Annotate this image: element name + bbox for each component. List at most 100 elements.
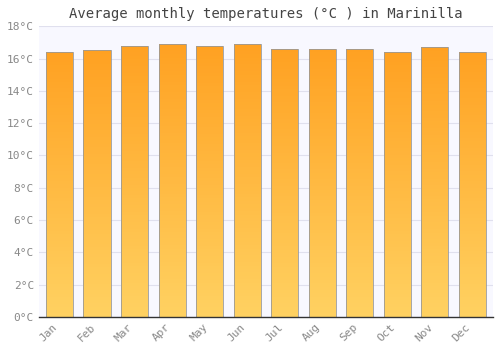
Bar	[384, 118, 411, 121]
Bar	[422, 132, 448, 135]
Bar	[158, 252, 186, 256]
Bar	[46, 151, 73, 155]
Bar	[271, 126, 298, 129]
Bar	[384, 244, 411, 247]
Bar	[234, 208, 260, 211]
Bar	[459, 145, 486, 148]
Bar	[459, 132, 486, 135]
Bar	[346, 310, 374, 314]
Bar	[308, 92, 336, 96]
Bar	[196, 124, 223, 127]
Bar	[346, 146, 374, 149]
Bar	[384, 78, 411, 82]
Bar	[271, 186, 298, 190]
Bar	[234, 191, 260, 194]
Bar	[384, 55, 411, 59]
Bar	[308, 163, 336, 166]
Bar	[84, 154, 110, 157]
Bar	[346, 257, 374, 260]
Bar	[422, 243, 448, 246]
Bar	[271, 237, 298, 240]
Bar	[46, 221, 73, 224]
Bar	[422, 47, 448, 51]
Bar	[384, 158, 411, 161]
Bar	[84, 50, 110, 317]
Bar	[384, 75, 411, 78]
Bar	[84, 70, 110, 74]
Bar	[121, 127, 148, 131]
Bar	[158, 156, 186, 160]
Bar	[121, 296, 148, 300]
Bar	[271, 129, 298, 133]
Bar	[234, 197, 260, 201]
Bar	[196, 154, 223, 158]
Bar	[346, 49, 374, 317]
Bar	[384, 59, 411, 62]
Bar	[422, 303, 448, 307]
Bar	[422, 169, 448, 172]
Bar	[422, 135, 448, 138]
Bar	[121, 215, 148, 218]
Bar	[346, 92, 374, 96]
Bar	[46, 55, 73, 59]
Bar	[234, 88, 260, 92]
Bar	[46, 52, 73, 317]
Bar	[384, 231, 411, 234]
Bar	[422, 91, 448, 94]
Bar	[308, 276, 336, 280]
Bar	[196, 300, 223, 303]
Bar	[196, 246, 223, 249]
Bar	[271, 76, 298, 79]
Bar	[46, 115, 73, 118]
Bar	[158, 300, 186, 303]
Bar	[46, 128, 73, 132]
Bar	[158, 68, 186, 71]
Bar	[308, 283, 336, 287]
Bar	[196, 76, 223, 79]
Bar	[84, 84, 110, 87]
Bar	[121, 184, 148, 188]
Bar	[196, 283, 223, 286]
Bar	[46, 135, 73, 138]
Bar	[234, 102, 260, 105]
Bar	[422, 71, 448, 74]
Bar	[308, 210, 336, 213]
Bar	[121, 222, 148, 225]
Bar	[271, 297, 298, 300]
Bar	[271, 180, 298, 183]
Bar	[308, 267, 336, 270]
Bar	[271, 92, 298, 96]
Bar	[234, 146, 260, 150]
Bar	[384, 125, 411, 128]
Bar	[271, 196, 298, 200]
Bar	[422, 226, 448, 229]
Bar	[346, 99, 374, 103]
Bar	[196, 313, 223, 317]
Bar	[308, 307, 336, 310]
Bar	[384, 155, 411, 158]
Bar	[346, 122, 374, 126]
Bar	[234, 218, 260, 221]
Bar	[459, 257, 486, 260]
Bar	[234, 283, 260, 286]
Bar	[84, 87, 110, 90]
Bar	[46, 188, 73, 191]
Bar	[384, 208, 411, 211]
Bar	[46, 267, 73, 271]
Bar	[422, 98, 448, 101]
Bar	[158, 293, 186, 296]
Bar	[196, 236, 223, 239]
Bar	[459, 267, 486, 271]
Bar	[459, 290, 486, 294]
Bar	[384, 161, 411, 164]
Bar	[384, 254, 411, 257]
Bar	[234, 180, 260, 184]
Bar	[121, 168, 148, 171]
Bar	[346, 297, 374, 300]
Bar	[422, 293, 448, 296]
Bar	[271, 276, 298, 280]
Bar	[121, 208, 148, 212]
Bar	[46, 164, 73, 168]
Bar	[84, 80, 110, 84]
Bar	[46, 168, 73, 171]
